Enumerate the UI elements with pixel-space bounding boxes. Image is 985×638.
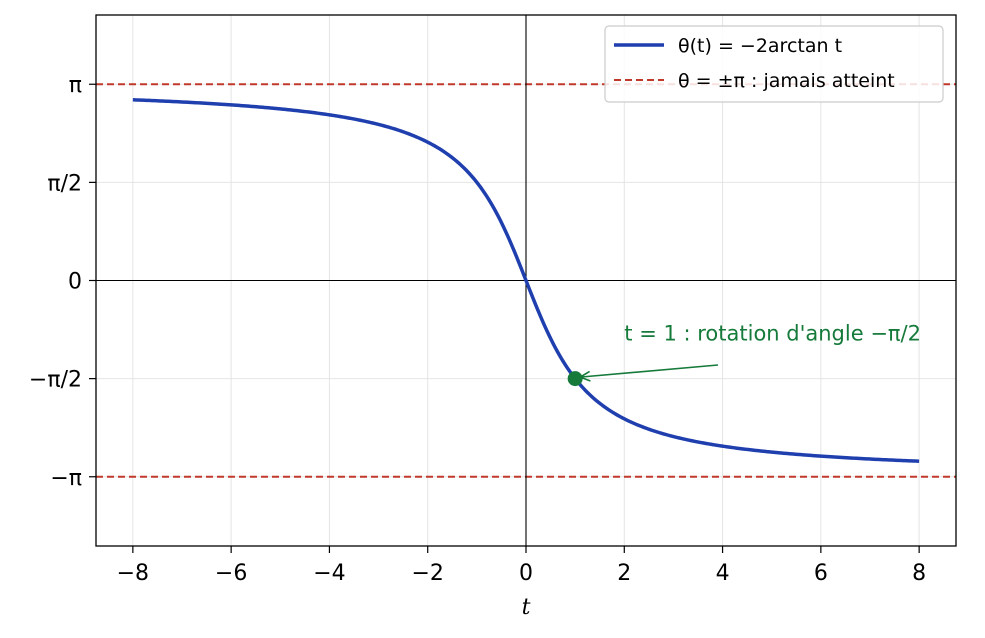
- y-tick-label: π: [69, 73, 82, 98]
- x-axis-label: t: [522, 595, 531, 620]
- y-ticks: π π/2 0 −π/2 −π: [29, 73, 96, 491]
- x-ticks: −8 −6 −4 −2 0 2 4 6 8: [117, 546, 926, 586]
- annotation-arrow: [580, 364, 719, 378]
- y-tick-label: 0: [68, 270, 82, 295]
- x-tick-label: 0: [519, 561, 533, 586]
- annotation: t = 1 : rotation d'angle −π/2: [567, 322, 921, 387]
- x-tick-label: −4: [313, 561, 345, 586]
- series: [132, 98, 920, 463]
- x-tick-label: 8: [912, 561, 926, 586]
- x-tick-label: 6: [814, 561, 828, 586]
- x-tick-label: 2: [617, 561, 631, 586]
- y-tick-label: −π: [50, 466, 82, 491]
- annotation-text: t = 1 : rotation d'angle −π/2: [624, 322, 921, 346]
- y-tick-label: −π/2: [29, 368, 82, 393]
- x-tick-label: −6: [215, 561, 247, 586]
- legend-label-series: θ(t) = −2arctan t: [678, 35, 842, 57]
- legend-label-reference: θ = ±π : jamais atteint: [678, 70, 895, 92]
- legend: θ(t) = −2arctan t θ = ±π : jamais attein…: [604, 25, 944, 103]
- annotation-point: [567, 371, 583, 387]
- legend-box: [604, 25, 944, 103]
- x-tick-label: −2: [411, 561, 443, 586]
- y-tick-label: π/2: [47, 171, 82, 196]
- series-line: [132, 98, 920, 463]
- x-tick-label: 4: [716, 561, 730, 586]
- x-tick-label: −8: [117, 561, 149, 586]
